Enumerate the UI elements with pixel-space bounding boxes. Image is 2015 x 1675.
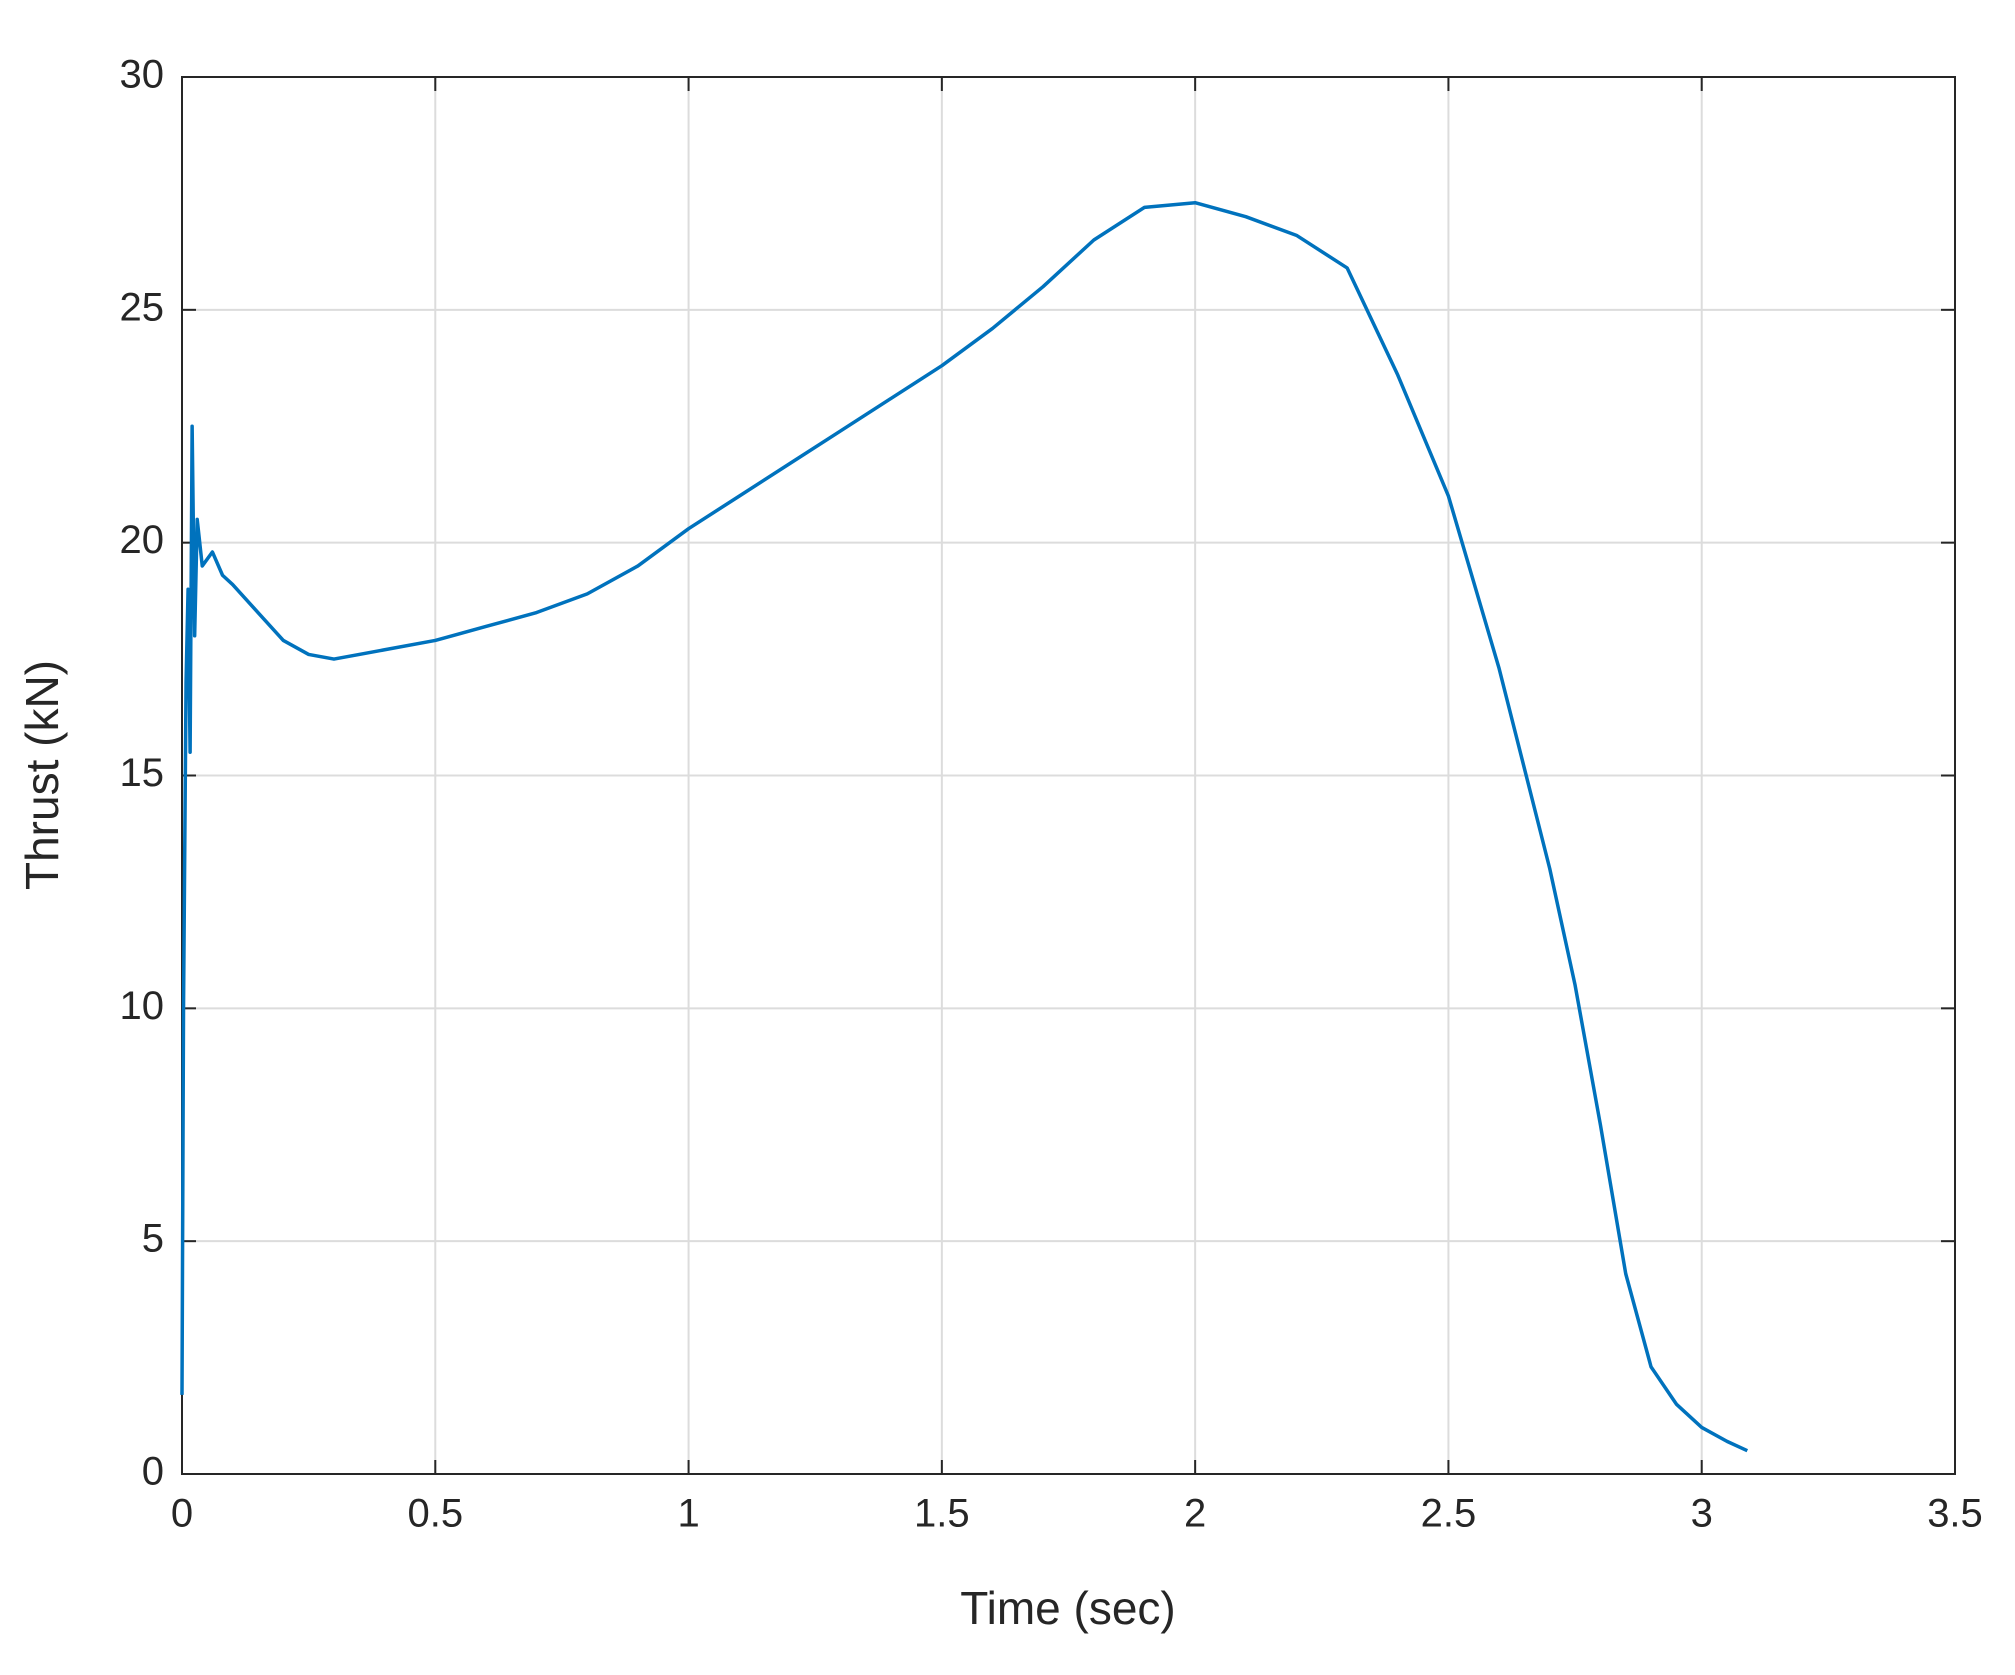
y-tick-label: 15: [120, 751, 165, 795]
x-tick-label: 0: [171, 1492, 193, 1536]
y-tick-label: 20: [120, 518, 165, 562]
y-tick-label: 0: [142, 1450, 164, 1494]
plot-frame: [181, 76, 1956, 1475]
x-tick-label: 2: [1184, 1492, 1206, 1536]
x-tick-label: 1.5: [914, 1492, 970, 1536]
data-line: [180, 200, 1749, 1453]
y-tick-label: 10: [120, 984, 165, 1028]
x-axis-label: Time (sec): [960, 1582, 1176, 1634]
y-tick-label: 5: [142, 1217, 164, 1261]
y-axis-label: Thrust (kN): [16, 660, 68, 890]
x-tick-label: 1: [677, 1492, 699, 1536]
x-tick-label: 3.5: [1927, 1492, 1983, 1536]
y-tick-label: 30: [120, 53, 165, 97]
y-tick-label: 25: [120, 285, 165, 329]
x-tick-label: 3: [1691, 1492, 1713, 1536]
x-tick-label: 2.5: [1421, 1492, 1477, 1536]
x-tick-label: 0.5: [407, 1492, 463, 1536]
